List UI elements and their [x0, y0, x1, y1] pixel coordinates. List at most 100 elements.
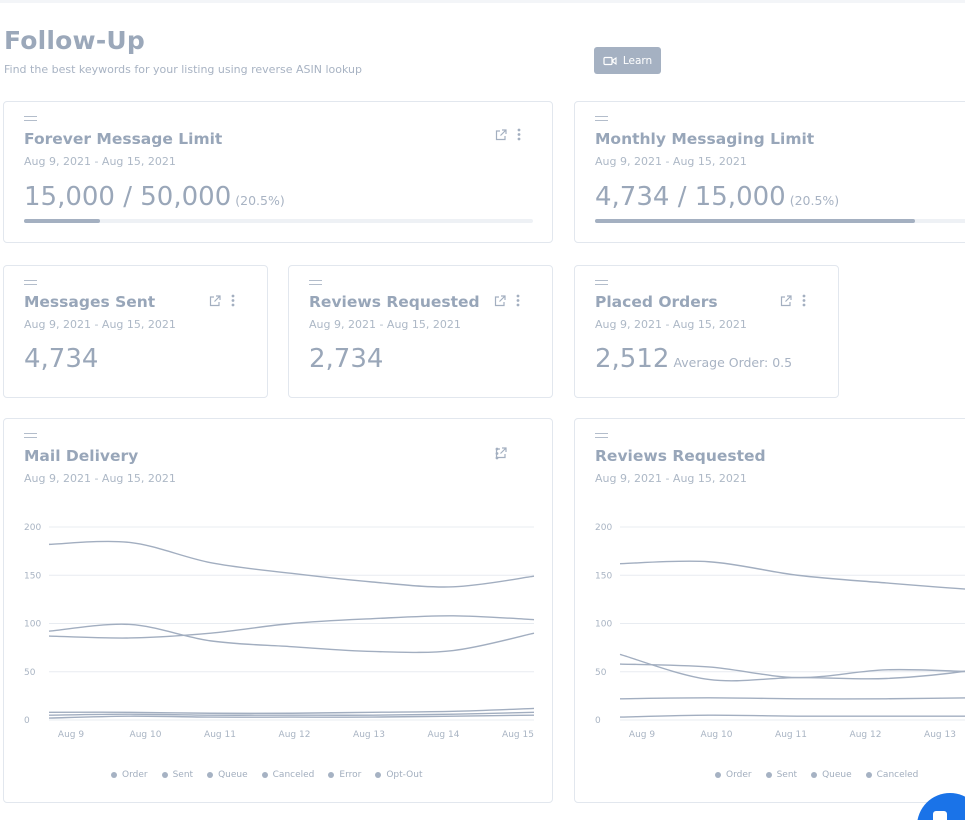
y-tick-label: 200	[24, 523, 41, 533]
legend-item[interactable]: Canceled	[865, 770, 919, 780]
reviews-requested-card: Reviews Requested Aug 9, 2021 - Aug 15, …	[288, 265, 553, 398]
x-tick-label: Aug 11	[775, 730, 807, 740]
x-tick-label: Aug 12	[279, 730, 311, 740]
legend-label: Sent	[776, 770, 798, 780]
card-date: Aug 9, 2021 - Aug 15, 2021	[24, 472, 176, 485]
x-tick-label: Aug 9	[58, 730, 84, 740]
x-tick-label: Aug 15	[502, 730, 534, 740]
card-title: Placed Orders	[595, 293, 718, 311]
drag-handle-icon[interactable]	[595, 280, 608, 285]
learn-label: Learn	[622, 54, 653, 67]
y-tick-label: 100	[24, 620, 41, 630]
progress-fill	[595, 219, 915, 223]
legend-label: Queue	[218, 770, 248, 780]
legend-item[interactable]: Order	[111, 770, 148, 780]
legend-dot-icon	[375, 772, 382, 778]
x-tick-label: Aug 12	[850, 730, 882, 740]
legend-label: Order	[122, 770, 148, 780]
drag-handle-icon[interactable]	[309, 280, 322, 285]
drag-handle-icon[interactable]	[595, 116, 608, 121]
legend-dot-icon	[161, 772, 168, 778]
legend-item[interactable]: Sent	[161, 770, 194, 780]
mail-delivery-card: Mail Delivery Aug 9, 2021 - Aug 15, 2021…	[3, 418, 553, 803]
legend-label: Sent	[172, 770, 194, 780]
more-vertical-icon[interactable]	[517, 128, 521, 141]
monthly-limit-card: Monthly Messaging Limit Aug 9, 2021 - Au…	[574, 101, 965, 243]
more-vertical-icon[interactable]	[495, 447, 499, 460]
x-tick-label: Aug 13	[924, 730, 956, 740]
chart-legend: Order Sent Queue Canceled Error Opt-Out	[111, 770, 422, 780]
page-title: Follow-Up	[4, 26, 146, 55]
card-actions	[209, 294, 235, 307]
chat-icon	[933, 811, 947, 820]
series-line-canceled	[619, 697, 965, 700]
series-line-order	[48, 540, 535, 588]
legend-dot-icon	[865, 772, 872, 778]
progress-fill	[24, 219, 101, 223]
forever-limit-card: Forever Message Limit Aug 9, 2021 - Aug …	[3, 101, 553, 243]
chart-legend: Order Sent Queue Canceled	[715, 770, 918, 780]
y-tick-label: 200	[595, 523, 612, 533]
legend-item[interactable]: Opt-Out	[375, 770, 422, 780]
card-date: Aug 9, 2021 - Aug 15, 2021	[595, 155, 747, 168]
legend-dot-icon	[715, 772, 721, 778]
legend-dot-icon	[328, 772, 335, 778]
legend-label: Canceled	[272, 770, 315, 780]
placed-orders-card: Placed Orders Aug 9, 2021 - Aug 15, 2021…	[574, 265, 839, 398]
y-tick-label: 0	[595, 716, 601, 726]
drag-handle-icon[interactable]	[595, 433, 608, 438]
y-tick-label: 0	[24, 716, 30, 726]
external-link-icon[interactable]	[209, 294, 221, 307]
mail-delivery-chart: 0 50 100 150 200 Aug 9 Aug 10 Aug 11 Aug 12 Aug 1…	[24, 523, 535, 740]
progress-bar	[24, 219, 533, 223]
legend-item[interactable]: Queue	[207, 770, 248, 780]
legend-item[interactable]: Canceled	[261, 770, 315, 780]
series-line-sent	[48, 615, 535, 639]
drag-handle-icon[interactable]	[24, 280, 37, 285]
legend-item[interactable]: Queue	[811, 770, 852, 780]
card-actions	[780, 294, 806, 307]
external-link-icon[interactable]	[494, 294, 506, 307]
legend-item[interactable]: Order	[715, 770, 752, 780]
legend-label: Canceled	[876, 770, 919, 780]
drag-handle-icon[interactable]	[24, 433, 37, 438]
progress-bar	[595, 219, 965, 223]
y-tick-label: 50	[595, 668, 607, 678]
card-actions	[495, 128, 521, 141]
more-vertical-icon[interactable]	[516, 294, 520, 307]
average-order-text: Average Order: 0.5	[673, 355, 793, 370]
legend-label: Order	[726, 770, 752, 780]
external-link-icon[interactable]	[780, 294, 792, 307]
legend-label: Error	[339, 770, 362, 780]
card-date: Aug 9, 2021 - Aug 15, 2021	[595, 472, 747, 485]
external-link-icon[interactable]	[495, 128, 507, 141]
value-text: 2,512	[595, 344, 670, 374]
card-date: Aug 9, 2021 - Aug 15, 2021	[309, 318, 461, 331]
card-title: Messages Sent	[24, 293, 156, 311]
x-tick-label: Aug 10	[701, 730, 733, 740]
legend-label: Opt-Out	[386, 770, 423, 780]
legend-label: Queue	[822, 770, 852, 780]
reviews-requested-chart: 0 50 100 150 200 Aug 9 Aug 10 Aug 11 Aug 12 Aug 1…	[595, 523, 965, 740]
x-tick-label: Aug 11	[204, 730, 236, 740]
drag-handle-icon[interactable]	[24, 116, 37, 121]
legend-dot-icon	[261, 772, 268, 778]
reviews-requested-chart-card: Reviews Requested Aug 9, 2021 - Aug 15, …	[574, 418, 965, 803]
y-tick-label: 150	[24, 571, 41, 581]
card-value: 2,512 Average Order: 0.5	[595, 344, 792, 374]
more-vertical-icon[interactable]	[802, 294, 806, 307]
series-line-sent	[619, 663, 965, 679]
learn-button[interactable]: Learn	[594, 47, 661, 74]
legend-item[interactable]: Error	[328, 770, 361, 780]
percent-text: (20.5%)	[235, 193, 285, 208]
series-line-canceled	[48, 707, 535, 715]
card-value: 4,734 / 15,000 (20.5%)	[595, 182, 839, 212]
card-date: Aug 9, 2021 - Aug 15, 2021	[24, 155, 176, 168]
more-vertical-icon[interactable]	[231, 294, 235, 307]
page-subtitle: Find the best keywords for your listing …	[4, 63, 362, 76]
card-value: 15,000 / 50,000 (20.5%)	[24, 182, 285, 212]
legend-item[interactable]: Sent	[765, 770, 798, 780]
percent-text: (20.5%)	[789, 193, 840, 208]
series-line-error	[48, 711, 535, 716]
card-date: Aug 9, 2021 - Aug 15, 2021	[595, 318, 747, 331]
